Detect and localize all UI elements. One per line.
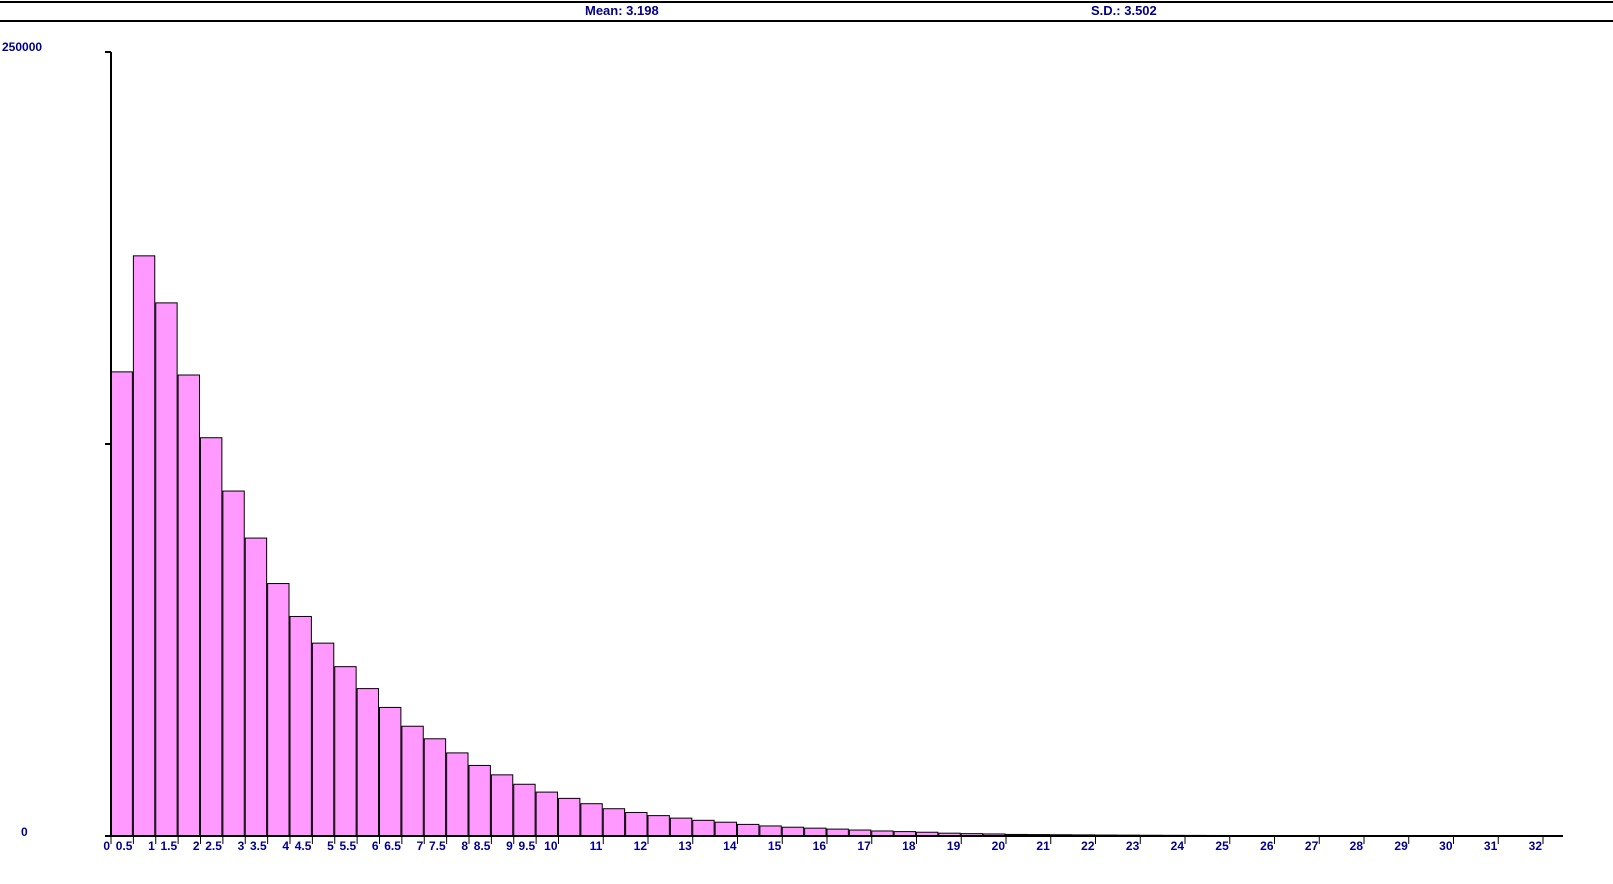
histogram-bar — [781, 826, 805, 837]
histogram-bar — [669, 817, 693, 837]
histogram-bar — [468, 764, 491, 837]
histogram-bar — [804, 827, 827, 837]
x-tick-label: 24 — [1171, 839, 1185, 853]
x-tick-labels: 0 0.5 1 1.5 2 2.5 3 3.5 4 4.5 5 5.5 6 6.5 7 7.5 8 8.5 9 9.5… — [103, 839, 1542, 853]
histogram-bar — [177, 374, 201, 837]
x-tick-label: 2 — [193, 839, 200, 853]
x-tick-label: 15 — [768, 839, 782, 853]
histogram-bar — [110, 371, 133, 837]
histogram-bar — [535, 791, 559, 837]
histogram-bar — [714, 821, 738, 837]
x-tick-label: 10 — [544, 839, 558, 853]
x-tick-label: 23 — [1126, 839, 1140, 853]
histogram-bar — [334, 666, 357, 837]
x-tick-label: 20 — [992, 839, 1006, 853]
y-tick-labels: 250000 0 — [2, 40, 42, 839]
x-tick-label: 30 — [1439, 839, 1453, 853]
histogram-bar — [737, 823, 760, 837]
histogram-bar — [423, 738, 447, 837]
x-tick-label: 8.5 — [474, 839, 491, 853]
histogram-bar — [267, 583, 290, 837]
header-bottom-line — [0, 20, 1613, 22]
histogram-bar — [625, 811, 648, 837]
x-tick-label: 14 — [723, 839, 737, 853]
histogram-bar — [580, 803, 603, 837]
x-tick-label: 1 — [148, 839, 155, 853]
histogram-bar — [200, 437, 223, 837]
histogram-bar — [602, 808, 626, 837]
histogram-bar — [401, 725, 424, 837]
histogram-bar — [647, 815, 670, 837]
histogram-bar — [356, 688, 380, 837]
x-tick-label: 4.5 — [295, 839, 312, 853]
x-tick-label: 9.5 — [518, 839, 535, 853]
x-tick-label: 7 — [417, 839, 424, 853]
x-tick-label: 28 — [1350, 839, 1364, 853]
histogram-bar — [311, 642, 335, 837]
histogram-bar — [826, 828, 849, 837]
x-tick-label: 16 — [813, 839, 827, 853]
x-tick-label: 3.5 — [250, 839, 267, 853]
axes-group — [105, 51, 1563, 844]
x-tick-label: 26 — [1260, 839, 1274, 853]
x-tick-label: 6 — [372, 839, 379, 853]
x-tick-label: 8 — [461, 839, 468, 853]
x-tick-label: 17 — [857, 839, 871, 853]
x-tick-label: 7.5 — [429, 839, 446, 853]
x-tick-label: 1.5 — [160, 839, 177, 853]
x-tick-label: 3 — [238, 839, 245, 853]
histogram-bar — [155, 302, 178, 837]
x-tick-label: 31 — [1484, 839, 1498, 853]
histogram-bar — [692, 819, 715, 837]
histogram-bar — [446, 752, 469, 837]
histogram-bar — [558, 797, 581, 837]
histogram-bar — [379, 706, 402, 837]
x-tick-label: 0 — [103, 839, 110, 853]
x-tick-label: 29 — [1394, 839, 1408, 853]
x-tick-label: 21 — [1036, 839, 1050, 853]
y-tick-label: 0 — [21, 825, 28, 839]
histogram-bar — [513, 783, 536, 837]
x-tick-label: 5.5 — [339, 839, 356, 853]
x-tick-label: 12 — [634, 839, 648, 853]
x-tick-label: 11 — [590, 839, 603, 853]
x-tick-label: 5 — [327, 839, 334, 853]
x-tick-label: 32 — [1529, 839, 1543, 853]
header-top-line — [0, 1, 1613, 3]
histogram-bar — [244, 537, 268, 837]
x-tick-label: 27 — [1305, 839, 1319, 853]
sd-label: S.D.: 3.502 — [1091, 3, 1157, 18]
x-tick-label: 6.5 — [384, 839, 401, 853]
x-tick-label: 13 — [678, 839, 692, 853]
y-tick-label: 250000 — [2, 40, 42, 54]
histogram-bar — [132, 255, 156, 837]
x-tick-label: 4 — [282, 839, 289, 853]
histogram-bar — [222, 490, 245, 837]
x-tick-label: 2.5 — [205, 839, 222, 853]
x-tick-label: 22 — [1081, 839, 1095, 853]
mean-label: Mean: 3.198 — [585, 3, 659, 18]
histogram-bar — [289, 615, 312, 837]
histogram-bar — [490, 774, 514, 837]
bars-group — [110, 255, 1543, 837]
x-tick-label: 18 — [902, 839, 916, 853]
x-tick-label: 9 — [506, 839, 513, 853]
histogram-bar — [759, 825, 782, 837]
x-tick-label: 19 — [947, 839, 961, 853]
x-tick-label: 25 — [1215, 839, 1229, 853]
x-tick-label: 0.5 — [116, 839, 133, 853]
